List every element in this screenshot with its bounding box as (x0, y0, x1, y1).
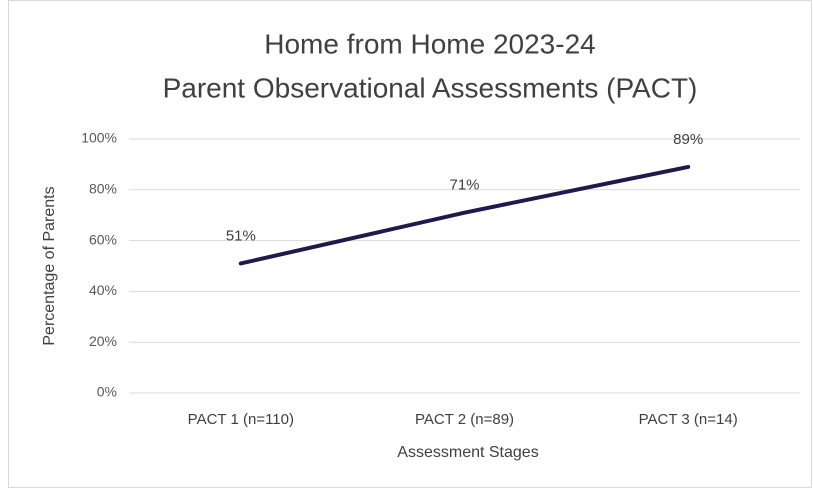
data-line (238, 164, 691, 266)
data-label: 89% (673, 131, 703, 148)
x-tick-label: PACT 3 (n=14) (639, 411, 738, 428)
x-axis-title: Assessment Stages (397, 444, 538, 461)
chart-border (8, 0, 812, 488)
y-tick-label: 60% (89, 231, 117, 247)
y-tick-label: 40% (89, 282, 117, 298)
data-label: 71% (449, 177, 479, 194)
y-axis-title: Percentage of Parents (41, 186, 58, 345)
y-tick-label: 100% (81, 130, 117, 146)
y-tick-label: 20% (89, 333, 117, 349)
y-tick-label: 0% (97, 384, 117, 400)
chart-title: Home from Home 2023-24 (264, 28, 595, 59)
y-tick-label: 80% (89, 181, 117, 197)
x-tick-label: PACT 1 (n=110) (188, 411, 294, 428)
chart-title: Parent Observational Assessments (PACT) (163, 72, 698, 103)
data-label: 51% (226, 227, 256, 244)
x-tick-label: PACT 2 (n=89) (415, 411, 514, 428)
